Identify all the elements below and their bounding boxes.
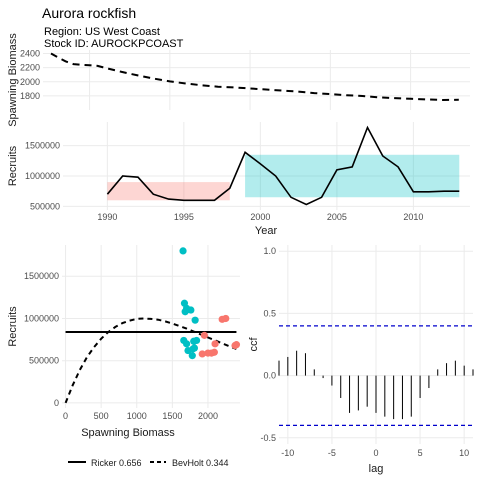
recruits-series-line [106,125,460,206]
legend-bevholt-label: BevHolt 0.344 [172,458,229,468]
y-tick-label: 0.5 [263,308,276,318]
scatter-point [211,340,219,348]
x-tick-label: 0 [63,411,68,421]
legend-ricker-label: Ricker 0.656 [91,458,142,468]
scatter-point [179,247,187,255]
period-band [245,154,460,198]
y-tick-label: 500000 [29,356,59,366]
x-tick-label: 1000 [127,411,147,421]
x-tick-label: 1990 [97,212,117,222]
y-tick-label: -0.5 [260,433,276,443]
x-tick-label: -10 [281,448,294,458]
x-tick-label: 2000 [198,411,218,421]
x-tick-label: 0 [373,448,378,458]
x-axis-label: Year [255,225,278,237]
y-tick-label: 2200 [20,63,40,73]
y-axis-label: Recruits [7,306,19,347]
x-tick-label: 10 [459,448,469,458]
x-axis-label: lag [369,463,384,475]
y-tick-label: 1500000 [25,141,60,151]
x-tick-label: 2010 [403,212,423,222]
legend: Ricker 0.656 BevHolt 0.344 [68,458,229,468]
y-tick-label: 1000000 [24,313,59,323]
x-tick-label: 500 [94,411,109,421]
period-band [107,182,230,201]
x-tick-label: 1995 [174,212,194,222]
y-axis-label: Recruits [7,145,19,186]
scatter-point [181,308,189,316]
subtitle-stock: Stock ID: AUROCKPCOAST [44,38,184,50]
y-axis-label: ccf [248,337,260,352]
scatter-point [231,341,239,350]
stock-recruit-panel: 0 500000 1000000 1500000 0 500 1000 1500 2000 Spa… [7,245,241,439]
scatter-point [218,315,226,323]
x-tick-label: -5 [328,448,336,458]
recruits-panel: 500000 1000000 1500000 1990 1995 2000 2005 2010… [7,122,470,237]
scatter-point [200,331,208,339]
scatter-point [188,352,196,360]
y-tick-label: 2400 [20,49,40,59]
y-tick-label: 0.0 [263,371,276,381]
x-tick-label: 5 [418,448,423,458]
y-tick-label: 1.0 [263,246,276,256]
subtitle-region: Region: US West Coast [44,26,160,38]
biomass-series-line [50,52,459,102]
y-axis-label: Spawning Biomass [7,33,19,127]
ccf-panel: -0.5 0.0 0.5 1.0 -10 -5 0 5 10 lag ccf [248,245,474,475]
scatter-point [190,344,199,352]
bevholt-curve [64,317,237,404]
scatter-point [198,350,206,358]
y-tick-label: 1500000 [24,271,59,281]
y-tick-label: 0 [54,398,59,408]
x-tick-label: 2000 [250,212,270,222]
scatter-point [204,349,212,357]
x-tick-label: 2005 [327,212,347,222]
x-tick-label: 1500 [162,411,182,421]
scatter-point [190,337,198,345]
y-tick-label: 2000 [20,77,40,87]
x-axis-label: Spawning Biomass [81,427,175,439]
y-tick-label: 1800 [20,91,40,101]
scatter-point [187,306,195,314]
chart-title: Aurora rockfish [42,5,136,21]
y-tick-label: 1000000 [25,171,60,181]
y-tick-label: 500000 [30,201,60,211]
scatter-point [191,316,199,324]
scatter-point [183,340,191,348]
